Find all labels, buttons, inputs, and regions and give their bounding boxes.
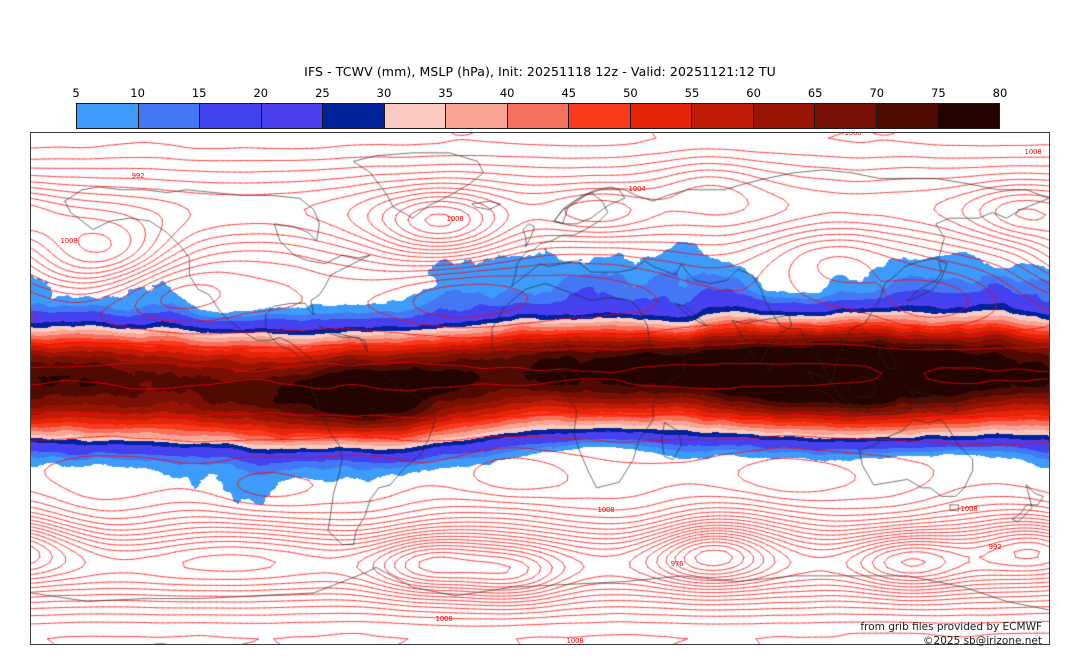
mslp-contour-label: 1008 — [60, 237, 78, 245]
colorbar-swatch-8 — [569, 104, 631, 128]
colorbar-tick-75: 75 — [931, 86, 946, 100]
colorbar-tick-50: 50 — [623, 86, 638, 100]
colorbar-tick-65: 65 — [807, 86, 823, 100]
colorbar-tick-15: 15 — [191, 86, 207, 100]
colorbar-tick-20: 20 — [253, 86, 269, 100]
colorbar-swatch-5 — [384, 104, 447, 128]
colorbar-swatch-9 — [630, 104, 693, 128]
mslp-contour-label: 1008 — [1024, 148, 1042, 156]
colorbar-swatch-0 — [77, 104, 139, 128]
colorbar-tick-70: 70 — [869, 86, 885, 100]
colorbar-swatch-2 — [200, 104, 262, 128]
mslp-contour-label: 1008 — [960, 505, 978, 513]
map-panel[interactable]: 1008 1008 1008 992 1008 1004 976 1008 1008 992 100… — [30, 132, 1050, 645]
mslp-contour-label: 1008 — [435, 615, 453, 623]
mslp-contour-label: 976 — [670, 560, 684, 568]
mslp-contour-and-coastline-canvas — [31, 133, 1049, 644]
colorbar-swatch-14 — [938, 104, 999, 128]
mslp-contour-label: 992 — [988, 543, 1002, 551]
colorbar-tick-40: 40 — [499, 86, 515, 100]
colorbar-tick-35: 35 — [438, 86, 453, 100]
colorbar-swatch-6 — [446, 104, 508, 128]
mslp-contour-label: 1008 — [597, 506, 615, 514]
colorbar-tick-45: 45 — [561, 86, 577, 100]
colorbar-swatch-10 — [692, 104, 754, 128]
page-title: IFS - TCWV (mm), MSLP (hPa), Init: 20251… — [304, 64, 776, 79]
colorbar-tick-30: 30 — [376, 86, 392, 100]
colorbar-tick-80: 80 — [992, 86, 1008, 100]
colorbar-tick-25: 25 — [315, 86, 330, 100]
mslp-contour-label: 1008 — [446, 215, 464, 223]
colorbar-swatches — [76, 103, 1000, 129]
mslp-contour-label: 1008 — [566, 637, 584, 645]
colorbar-swatch-4 — [323, 104, 385, 128]
colorbar — [76, 103, 1000, 129]
colorbar-swatch-7 — [507, 104, 570, 128]
colorbar-swatch-3 — [261, 104, 324, 128]
colorbar-tick-55: 55 — [684, 86, 700, 100]
colorbar-swatch-1 — [138, 104, 201, 128]
mslp-contour-label: 1008 — [844, 132, 862, 137]
mslp-contour-label: 1004 — [628, 185, 646, 193]
colorbar-tick-5: 5 — [72, 86, 80, 100]
colorbar-swatch-11 — [753, 104, 816, 128]
colorbar-swatch-12 — [815, 104, 877, 128]
colorbar-swatch-13 — [876, 104, 939, 128]
colorbar-tick-10: 10 — [130, 86, 145, 100]
mslp-contour-label: 992 — [131, 172, 145, 180]
colorbar-tick-labels: 5 10 15 20 25 30 35 40 45 50 55 60 65 70 75 80 — [0, 86, 1080, 102]
colorbar-tick-60: 60 — [746, 86, 761, 100]
